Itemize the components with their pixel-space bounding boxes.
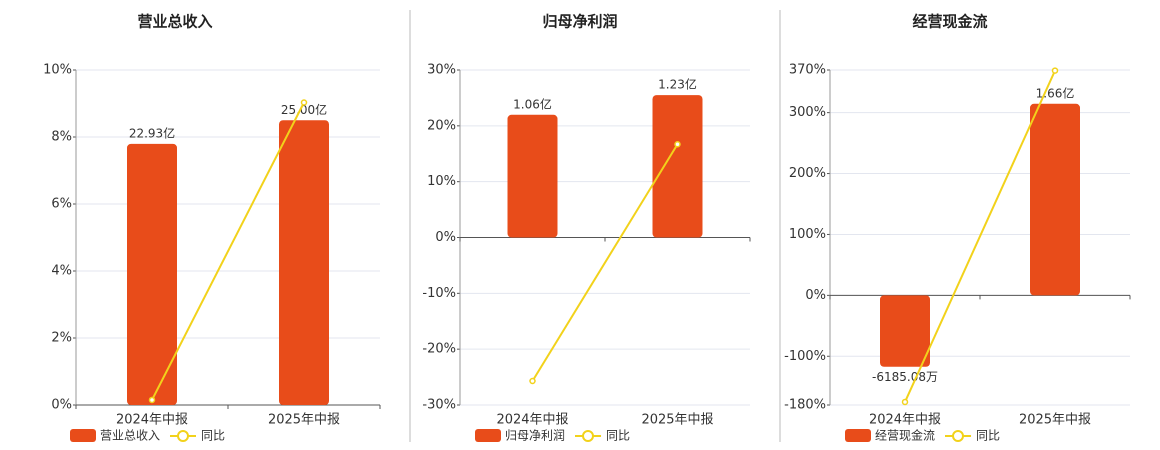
- chart-title: 归母净利润: [542, 13, 617, 31]
- y-tick-label: -20%: [422, 342, 456, 357]
- bar: [880, 295, 930, 367]
- bar: [127, 143, 177, 405]
- data-label: -6185.08万: [872, 370, 938, 384]
- data-label: 1.23亿: [658, 77, 697, 92]
- legend-swatch: [475, 429, 501, 442]
- legend-label: 经营现金流: [875, 428, 935, 443]
- y-tick-label: 20%: [427, 118, 456, 133]
- y-tick-label: -100%: [784, 349, 826, 364]
- y-tick-label: -30%: [422, 398, 456, 413]
- y-tick-label: 300%: [789, 105, 826, 120]
- data-label: 1.06亿: [513, 96, 552, 111]
- line: [531, 143, 679, 382]
- y-tick-label: 10%: [43, 63, 72, 78]
- y-tick-label: 0%: [435, 230, 456, 245]
- x-tick-label: 2024年中报: [869, 413, 941, 428]
- legend-label: 同比: [976, 429, 1000, 443]
- data-label: 22.93亿: [129, 125, 175, 140]
- x-tick-label: 2024年中报: [496, 413, 568, 428]
- line-point: [901, 398, 909, 406]
- y-tick-label: 8%: [51, 130, 72, 145]
- x-tick-label: 2025年中报: [641, 413, 713, 428]
- line-point: [148, 396, 156, 404]
- y-tick-label: -180%: [784, 398, 826, 413]
- legend-label: 同比: [201, 429, 225, 443]
- y-tick-label: -10%: [422, 286, 456, 301]
- y-tick-label: 2%: [51, 331, 72, 346]
- data-label: 1.66亿: [1036, 85, 1075, 100]
- y-tick-label: 0%: [805, 288, 826, 303]
- y-tick-label: 30%: [427, 63, 456, 78]
- y-tick-label: 6%: [51, 197, 72, 212]
- bar: [652, 95, 703, 238]
- legend-label: 营业总收入: [100, 429, 160, 443]
- line: [904, 70, 1056, 403]
- line-point: [300, 99, 308, 106]
- x-tick-label: 2025年中报: [1019, 413, 1091, 428]
- legend-swatch: [845, 429, 871, 442]
- y-tick-label: 0%: [51, 398, 72, 413]
- chart-title: 经营现金流: [912, 13, 987, 31]
- y-tick-label: 200%: [789, 166, 826, 181]
- x-tick-label: 2025年中报: [268, 413, 340, 428]
- legend-swatch: [70, 429, 96, 442]
- y-tick-label: 10%: [427, 174, 456, 189]
- legend-marker: [177, 430, 189, 442]
- line-point: [1051, 67, 1059, 74]
- bar: [279, 120, 329, 405]
- line: [151, 102, 305, 401]
- data-label: 25.00亿: [281, 102, 327, 117]
- legend-marker: [952, 430, 964, 442]
- bar: [507, 114, 558, 238]
- legend-label: 同比: [606, 429, 630, 443]
- y-tick-label: 4%: [51, 264, 72, 279]
- line-point: [674, 141, 681, 148]
- chart-title: 营业总收入: [137, 13, 212, 31]
- bar: [1030, 103, 1080, 296]
- line-point: [529, 377, 536, 385]
- legend-marker: [582, 430, 594, 442]
- x-tick-label: 2024年中报: [116, 413, 188, 428]
- legend-label: 归母净利润: [505, 429, 565, 443]
- y-tick-label: 370%: [789, 63, 826, 78]
- y-tick-label: 100%: [789, 227, 826, 242]
